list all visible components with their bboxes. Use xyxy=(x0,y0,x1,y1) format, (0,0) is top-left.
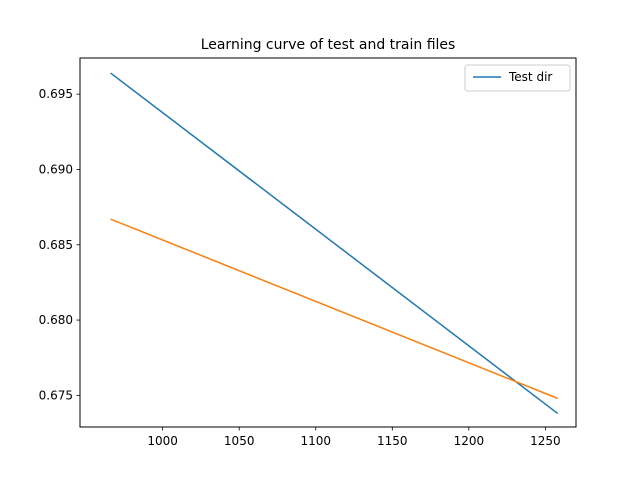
x-tick-label: 1100 xyxy=(300,434,331,448)
y-tick-label: 0.675 xyxy=(39,388,73,402)
plot-frame xyxy=(79,57,577,428)
y-tick-label: 0.680 xyxy=(39,313,73,327)
y-tick-label: 0.685 xyxy=(39,238,73,252)
x-tick-label: 1200 xyxy=(454,434,485,448)
x-tick-label: 1000 xyxy=(147,434,178,448)
y-axis: 0.675 0.680 0.685 0.690 0.695 xyxy=(39,87,80,402)
y-tick-label: 0.695 xyxy=(39,87,73,101)
plot-area xyxy=(80,58,576,427)
x-axis: 1000 1050 1100 1150 1200 1250 xyxy=(147,427,561,448)
legend: Test dir xyxy=(464,64,571,92)
x-tick-label: 1250 xyxy=(530,434,561,448)
y-tick-label: 0.690 xyxy=(39,162,73,176)
x-tick-label: 1050 xyxy=(224,434,255,448)
series-line-2 xyxy=(110,218,558,400)
x-tick-label: 1150 xyxy=(377,434,408,448)
series-line-1 xyxy=(110,72,559,415)
series-layer xyxy=(110,72,559,415)
chart-title: Learning curve of test and train files xyxy=(201,37,456,53)
legend-label: Test dir xyxy=(508,70,552,84)
legend-box xyxy=(464,64,571,92)
